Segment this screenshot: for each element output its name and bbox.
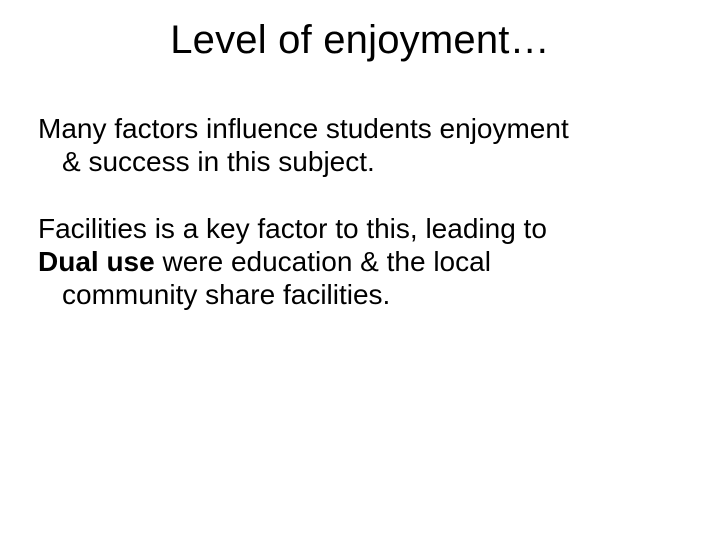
p1-line1: Many factors influence students enjoymen… [38,113,569,144]
p2-line2-bold: Dual use [38,246,155,277]
slide-body: Many factors influence students enjoymen… [38,112,672,345]
slide: Level of enjoyment… Many factors influen… [0,0,720,540]
slide-title: Level of enjoyment… [0,18,720,63]
p2-line3: community share facilities. [38,279,390,310]
paragraph-1: Many factors influence students enjoymen… [38,112,672,178]
p2-line2-rest: were education & the local [155,246,491,277]
p1-line2: & success in this subject. [38,146,375,177]
paragraph-2: Facilities is a key factor to this, lead… [38,212,672,311]
p2-line1: Facilities is a key factor to this, lead… [38,213,547,244]
